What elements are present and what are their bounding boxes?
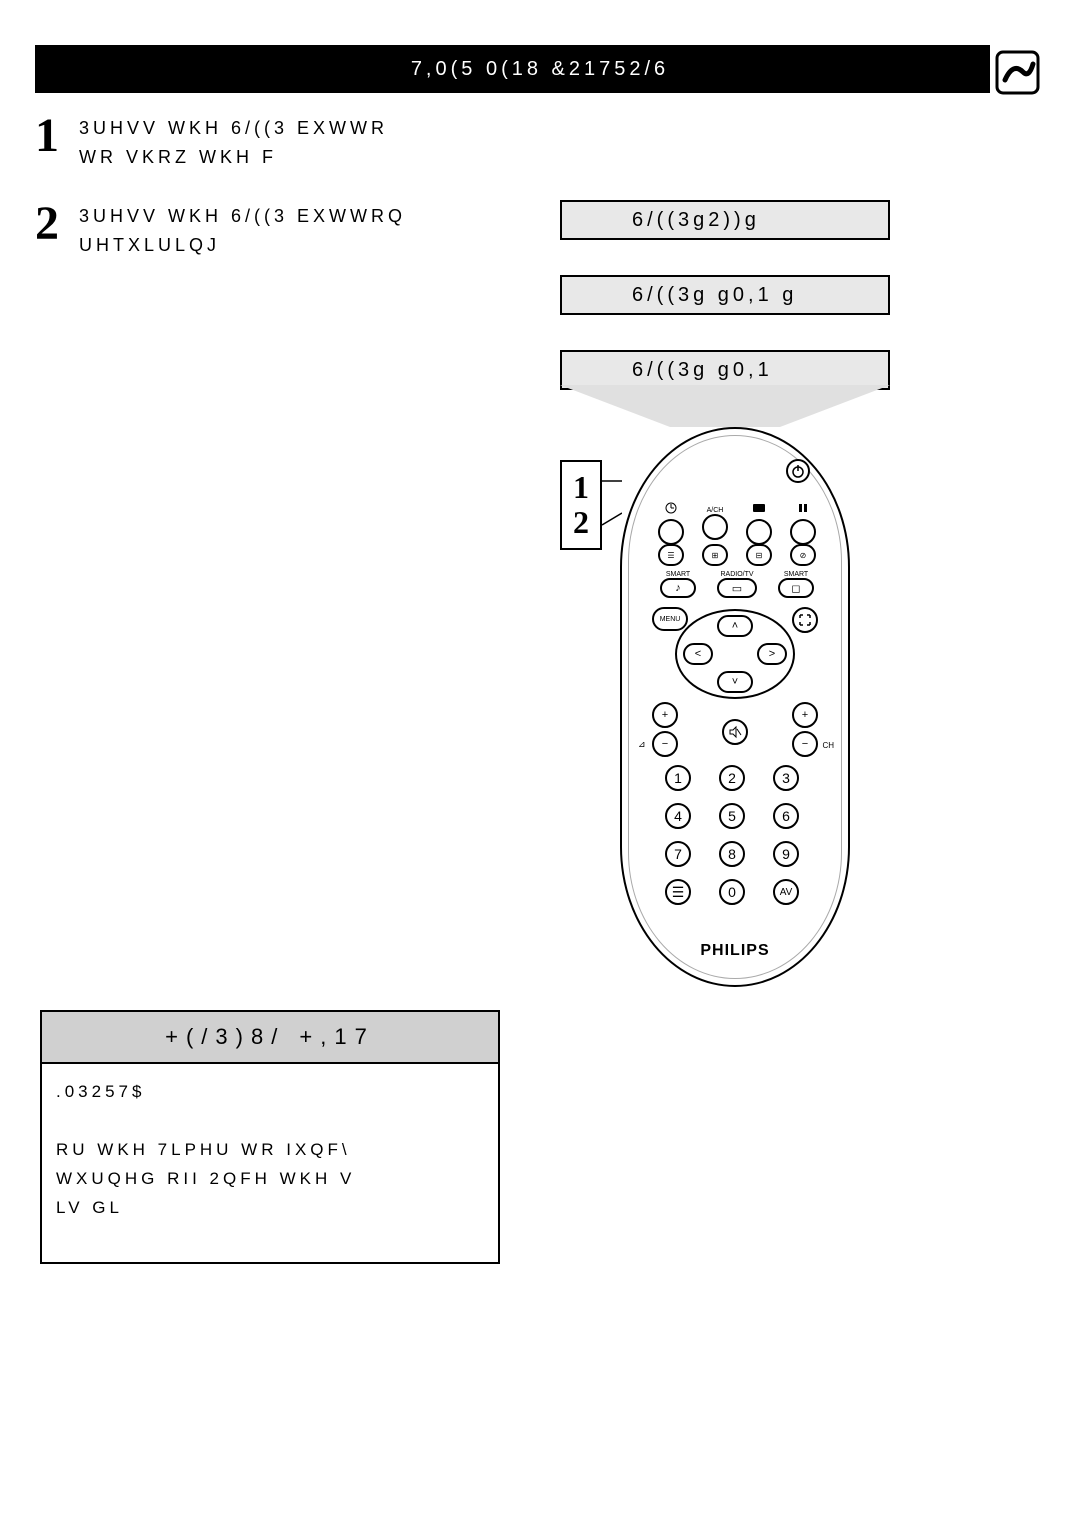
- dpad-right[interactable]: ˃: [757, 643, 787, 665]
- remote-brand: PHILIPS: [700, 942, 769, 960]
- remote-callout-box: 1 2: [560, 460, 602, 550]
- pause-icon: [796, 502, 810, 514]
- callout-1: 1: [573, 470, 589, 505]
- num-2[interactable]: 2: [719, 765, 745, 791]
- num-5[interactable]: 5: [719, 803, 745, 829]
- callout-2: 2: [573, 505, 589, 540]
- step-1-text: 3UHVV WKH 6/((3 EXWWR WR VKRZ WKH F: [79, 112, 388, 172]
- number-pad: 1 2 3 4 5 6 7 8 9 ☰ 0 AV: [665, 765, 805, 905]
- smart-pic-button[interactable]: ◻: [778, 578, 814, 598]
- step-2-line-2: UHTXLULQJ: [79, 235, 220, 255]
- hint-line-4: WXUQHG RII 2QFH WKH V: [56, 1169, 355, 1188]
- callout-lines: [602, 475, 622, 535]
- hint-line-1: .03257$: [56, 1082, 145, 1101]
- mute-button[interactable]: [722, 719, 748, 745]
- dpad-left[interactable]: ˂: [683, 643, 713, 665]
- step-2-text: 3UHVV WKH 6/((3 EXWWRQ UHTXLULQJ: [79, 200, 406, 260]
- hint-line-3: RU WKH 7LPHU WR IXQF\: [56, 1140, 351, 1159]
- step-2-line-1: 3UHVV WKH 6/((3 EXWWRQ: [79, 206, 406, 226]
- display-1-text: 6/((3g2))g: [632, 209, 760, 232]
- dpad-down[interactable]: ˅: [717, 671, 753, 693]
- remote-region: 1 2 A/CH: [560, 385, 890, 990]
- hint-body: .03257$ RU WKH 7LPHU WR IXQF\ WXUQHG RII…: [42, 1064, 498, 1262]
- vol-down-button[interactable]: −: [652, 731, 678, 757]
- remote-body: A/CH ☰ ⊞ ⊟ ⊘ SMART ♪: [620, 427, 850, 987]
- display-box-2: 6/((3g g0,1 g: [560, 275, 890, 315]
- display-2-text: 6/((3g g0,1 g: [632, 284, 797, 307]
- vol-up-button[interactable]: +: [652, 702, 678, 728]
- step-2-number: 2: [35, 200, 65, 248]
- display-3-text: 6/((3g g0,1: [632, 359, 773, 382]
- hint-line-5: LV GL: [56, 1198, 123, 1217]
- num-9[interactable]: 9: [773, 841, 799, 867]
- ch-label: CH: [822, 741, 834, 750]
- num-3[interactable]: 3: [773, 765, 799, 791]
- num-7[interactable]: 7: [665, 841, 691, 867]
- cc-icon: [752, 502, 766, 514]
- num-0[interactable]: 0: [719, 879, 745, 905]
- remote-row-2: ☰ ⊞ ⊟ ⊘: [658, 544, 816, 566]
- vol-label: ⊿: [638, 739, 646, 750]
- header-bar: 7,0(5 0(18 &21752/6: [35, 45, 1045, 93]
- hint-title: +(/3)8/ +,17: [42, 1012, 498, 1064]
- radiotv-button[interactable]: ▭: [717, 578, 757, 598]
- step-1-line-2: WR VKRZ WKH F: [79, 147, 277, 167]
- step-1-number: 1: [35, 112, 65, 160]
- num-list[interactable]: ☰: [665, 879, 691, 905]
- sleep-icon: [664, 502, 678, 514]
- ach-button[interactable]: [702, 514, 728, 540]
- pause-button[interactable]: [790, 519, 816, 545]
- sleep-button[interactable]: [658, 519, 684, 545]
- btn-r2-3[interactable]: ⊟: [746, 544, 772, 566]
- ch-down-button[interactable]: −: [792, 731, 818, 757]
- header-title: 7,0(5 0(18 &21752/6: [411, 58, 669, 81]
- mute-icon: [728, 725, 742, 739]
- btn-r2-2[interactable]: ⊞: [702, 544, 728, 566]
- btn-r2-1[interactable]: ☰: [658, 544, 684, 566]
- radiotv-label: RADIO/TV: [717, 571, 757, 578]
- num-4[interactable]: 4: [665, 803, 691, 829]
- remote-beam: [560, 385, 890, 427]
- smart-l-label: SMART: [660, 571, 696, 578]
- ch-up-button[interactable]: +: [792, 702, 818, 728]
- display-box-3: 6/((3g g0,1: [560, 350, 890, 390]
- ach-label: A/CH: [702, 507, 728, 514]
- hint-box: +(/3)8/ +,17 .03257$ RU WKH 7LPHU WR IXQ…: [40, 1010, 500, 1264]
- step-1-line-1: 3UHVV WKH 6/((3 EXWWR: [79, 118, 388, 138]
- display-box-1: 6/((3g2))g: [560, 200, 890, 240]
- format-button[interactable]: [792, 607, 818, 633]
- remote-row-1: A/CH: [658, 501, 816, 545]
- num-6[interactable]: 6: [773, 803, 799, 829]
- smart-r-label: SMART: [778, 571, 814, 578]
- header-corner-icon: [990, 45, 1045, 100]
- dpad-up[interactable]: ˄: [717, 615, 753, 637]
- num-av[interactable]: AV: [773, 879, 799, 905]
- dpad: ˄ ˅ ˂ ˃: [675, 609, 795, 699]
- expand-icon: [798, 613, 812, 627]
- power-button[interactable]: [786, 459, 810, 483]
- step-2: 2 3UHVV WKH 6/((3 EXWWRQ UHTXLULQJ: [35, 200, 406, 260]
- cc-button[interactable]: [746, 519, 772, 545]
- smart-sound-button[interactable]: ♪: [660, 578, 696, 598]
- menu-button[interactable]: MENU: [652, 607, 688, 631]
- remote-row-3: SMART ♪ RADIO/TV ▭ SMART ◻: [660, 571, 814, 598]
- btn-r2-4[interactable]: ⊘: [790, 544, 816, 566]
- num-8[interactable]: 8: [719, 841, 745, 867]
- num-1[interactable]: 1: [665, 765, 691, 791]
- step-1: 1 3UHVV WKH 6/((3 EXWWR WR VKRZ WKH F: [35, 112, 388, 172]
